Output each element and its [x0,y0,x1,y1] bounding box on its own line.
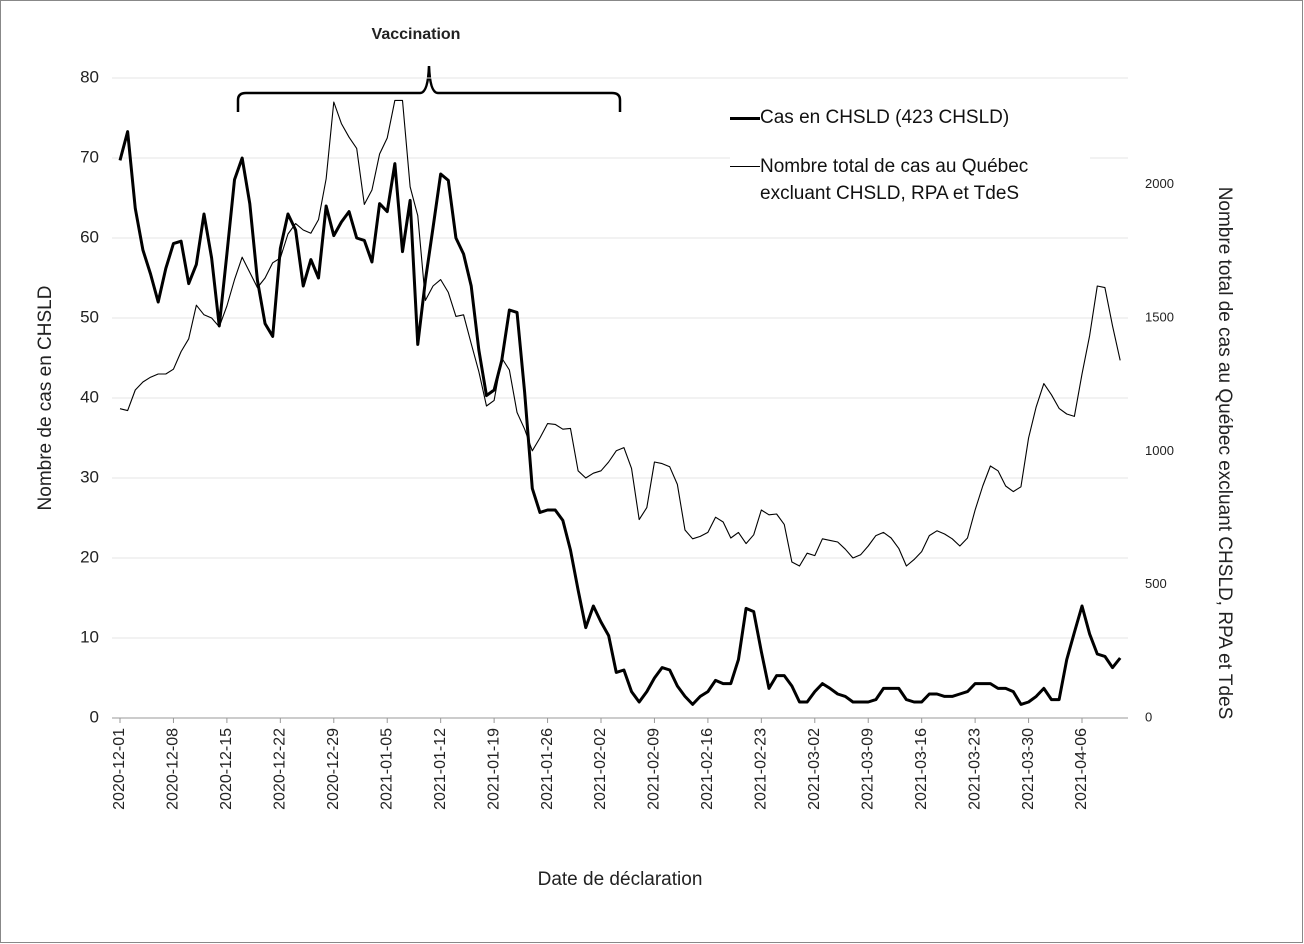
x-tick-label: 2021-01-19 [485,728,502,810]
x-tick-label: 2021-03-16 [913,728,930,810]
legend: Cas en CHSLD (423 CHSLD) Nombre total de … [730,104,1090,229]
x-tick-label: 2021-02-23 [753,728,770,810]
legend-swatch [730,117,760,120]
y2-tick-label: 500 [1145,576,1167,591]
y2-tick-label: 0 [1145,709,1152,724]
y-axis-title: Nombre de cas en CHSLD [35,286,56,511]
y-tick-label: 0 [90,707,99,726]
y-tick-label: 40 [80,387,99,406]
x-tick-label: 2020-12-08 [165,728,182,810]
legend-swatch [730,166,760,167]
x-tick-label: 2021-01-26 [539,728,556,810]
x-tick-label: 2020-12-29 [325,728,342,810]
y2-tick-label: 1000 [1145,443,1174,458]
y-tick-label: 50 [80,307,99,326]
annotation: Vaccination [372,26,461,43]
y-tick-label: 60 [80,227,99,246]
y-tick-label: 10 [80,627,99,646]
bracket [236,65,622,112]
x-tick-label: 2021-02-02 [592,728,609,810]
x-tick-label: 2020-12-15 [218,728,235,810]
y-tick-label: 30 [80,467,99,486]
x-tick-label: 2021-03-30 [1020,728,1037,810]
x-tick-label: 2021-03-09 [859,728,876,810]
legend-label: Nombre total de cas au Québec excluant C… [760,156,1029,204]
y2-tick-label: 1500 [1145,309,1174,324]
y2-axis-title: Nombre total de cas au Québec excluant C… [1214,187,1235,720]
y-tick-label: 80 [80,67,99,86]
x-axis-title: Date de déclaration [538,869,703,890]
y2-tick-label: 2000 [1145,176,1174,191]
x-tick-label: 2021-01-05 [378,728,395,810]
legend-item: Cas en CHSLD (423 CHSLD) [730,104,1090,131]
x-tick-label: 2021-03-02 [806,728,823,810]
series-line [118,130,1122,706]
legend-item: Nombre total de cas au Québec excluant C… [730,153,1090,207]
x-tick-label: 2021-02-16 [699,728,716,810]
x-tick-label: 2020-12-01 [111,728,128,810]
legend-label: Cas en CHSLD (423 CHSLD) [760,107,1010,128]
y-tick-label: 70 [80,147,99,166]
x-tick-label: 2021-01-12 [432,728,449,810]
series-line [119,99,1121,567]
x-tick-label: 2021-02-09 [646,728,663,810]
x-tick-label: 2021-04-06 [1073,728,1090,810]
x-tick-label: 2021-03-23 [966,728,983,810]
x-tick-label: 2020-12-22 [272,728,289,810]
y-tick-label: 20 [80,547,99,566]
